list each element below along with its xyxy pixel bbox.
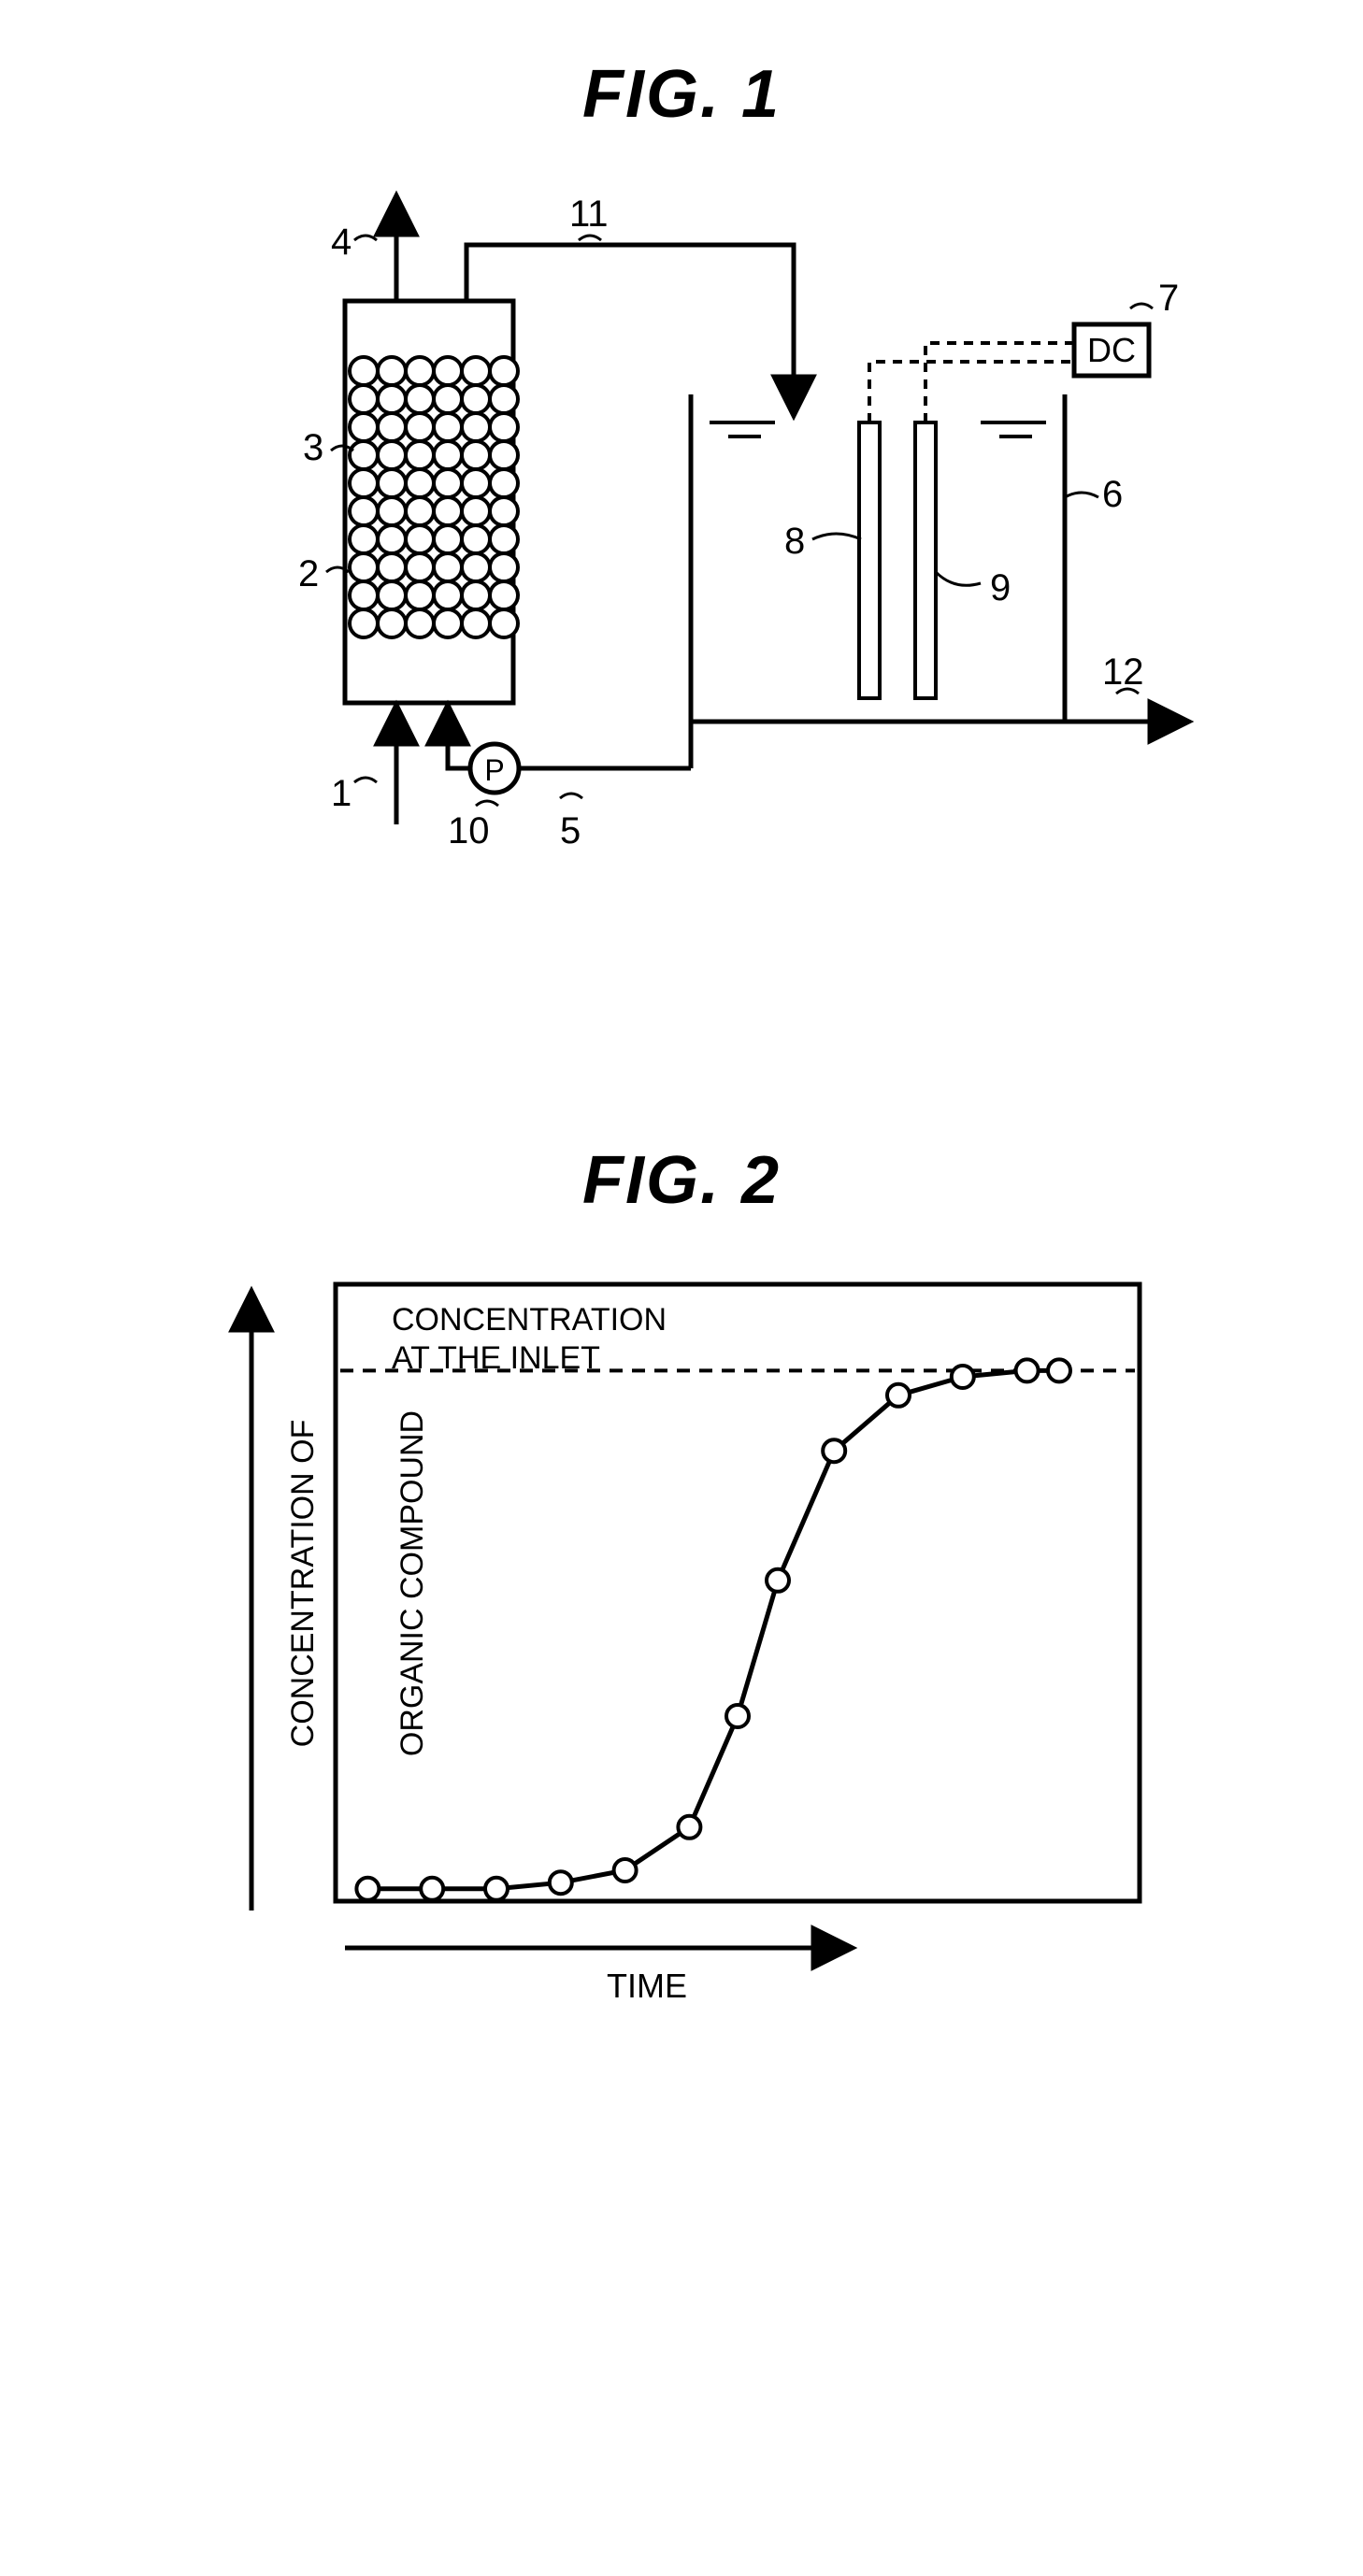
inlet-label-2: AT THE INLET xyxy=(392,1339,667,1378)
leader-6 xyxy=(1065,493,1098,497)
data-point xyxy=(823,1439,845,1462)
label-4: 4 xyxy=(331,222,352,263)
label-5: 5 xyxy=(560,810,581,852)
column xyxy=(345,301,518,703)
fig2-title: FIG. 2 xyxy=(0,1142,1363,1219)
label-2: 2 xyxy=(298,553,319,594)
leader-4 xyxy=(354,236,377,240)
wire-8 xyxy=(869,362,1074,422)
x-label: TIME xyxy=(607,1967,687,2006)
dc-label: DC xyxy=(1087,331,1136,369)
label-11: 11 xyxy=(569,193,609,235)
data-point xyxy=(421,1878,443,1900)
y-label-line2: ORGANIC COMPOUND xyxy=(395,1294,431,1873)
leader-1 xyxy=(354,778,377,782)
data-point xyxy=(356,1878,379,1900)
label-3: 3 xyxy=(303,427,323,468)
electrode-8 xyxy=(859,422,880,698)
fig2-chart: CONCENTRATION OF ORGANIC COMPOUND TIME C… xyxy=(167,1256,1196,2027)
leader-11 xyxy=(579,236,601,240)
leader-8 xyxy=(812,534,861,539)
leader-10 xyxy=(476,801,498,806)
data-point xyxy=(1016,1359,1039,1381)
inlet-label-1: CONCENTRATION xyxy=(392,1301,667,1339)
fig1-diagram: DC P 4 11 xyxy=(167,170,1196,937)
data-point xyxy=(614,1859,637,1882)
fig1-title: FIG. 1 xyxy=(0,56,1363,133)
label-7: 7 xyxy=(1158,278,1179,319)
data-point xyxy=(767,1569,789,1592)
data-point xyxy=(485,1878,508,1900)
data-point xyxy=(726,1705,749,1727)
label-12: 12 xyxy=(1102,651,1144,693)
data-point xyxy=(550,1871,572,1894)
data-point xyxy=(678,1816,700,1839)
label-8: 8 xyxy=(784,521,805,562)
pump-label: P xyxy=(484,753,504,787)
leader-9 xyxy=(936,572,981,585)
label-1: 1 xyxy=(331,773,352,814)
label-6: 6 xyxy=(1102,474,1123,515)
label-10: 10 xyxy=(448,810,490,852)
data-point xyxy=(887,1384,910,1407)
electrode-9 xyxy=(915,422,936,698)
leader-7 xyxy=(1130,304,1153,308)
data-point xyxy=(1048,1359,1070,1381)
leader-5 xyxy=(560,794,582,798)
label-9: 9 xyxy=(990,567,1011,608)
y-label-line1: CONCENTRATION OF xyxy=(285,1294,322,1873)
data-point xyxy=(952,1366,974,1388)
wire-9 xyxy=(925,343,1074,422)
x-axis-arrow xyxy=(336,1920,1177,1976)
